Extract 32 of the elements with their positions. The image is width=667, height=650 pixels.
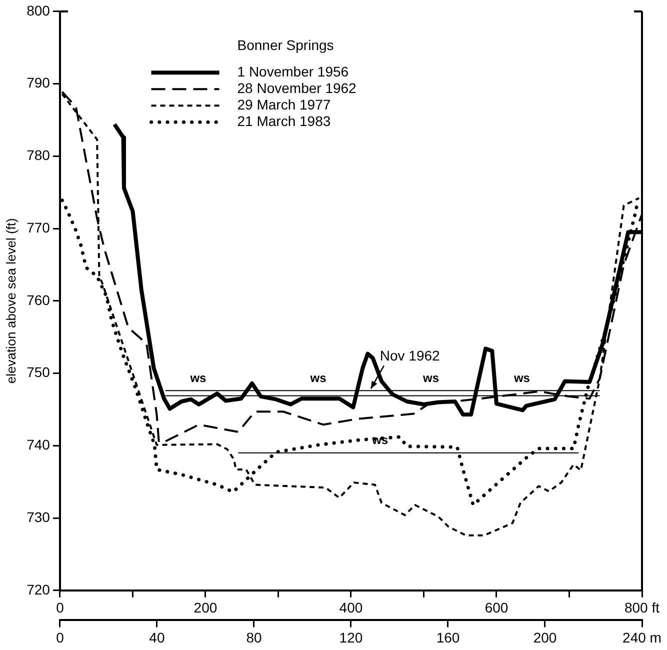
x2-tick-label: 240 m xyxy=(622,629,662,646)
y-tick-label: 730 xyxy=(26,508,50,525)
annotation: Nov 1962 xyxy=(380,348,440,364)
x2-tick-label: 80 xyxy=(246,629,262,646)
x2-tick-label: 40 xyxy=(149,629,165,646)
legend-label: 1 November 1956 xyxy=(237,64,349,80)
y-tick-label: 770 xyxy=(26,219,50,236)
x2-tick-label: 120 xyxy=(339,629,363,646)
x-tick-label: 600 xyxy=(484,600,508,616)
y-tick-label: 750 xyxy=(26,364,50,380)
y-tick-label: 790 xyxy=(26,74,50,91)
legend-label: 21 March 1983 xyxy=(237,113,331,129)
y-tick-label: 800 xyxy=(26,2,50,18)
x-tick-label: 200 xyxy=(194,600,218,616)
y-tick-label: 760 xyxy=(26,292,50,308)
x2-tick-label: 160 xyxy=(436,629,460,646)
x-tick-label: 0 xyxy=(56,600,64,616)
x-tick-label: 400 xyxy=(339,600,363,616)
legend-title: Bonner Springs xyxy=(237,37,334,53)
legend-label: 29 March 1977 xyxy=(237,96,331,112)
y-tick-label: 740 xyxy=(26,436,50,453)
y-axis-title: elevation above sea level (ft) xyxy=(3,218,18,384)
y-tick-label: 780 xyxy=(26,147,50,164)
annotation: ws xyxy=(422,370,440,385)
annotation: ws xyxy=(309,370,327,385)
annotation: ws xyxy=(189,370,207,385)
legend-label: 28 November 1962 xyxy=(237,80,357,96)
x-tick-label: 800 ft xyxy=(624,600,660,616)
x2-tick-label: 0 xyxy=(56,629,64,646)
annotation: ws xyxy=(512,370,530,385)
x2-tick-label: 200 xyxy=(533,629,557,646)
y-tick-label: 720 xyxy=(26,581,50,598)
